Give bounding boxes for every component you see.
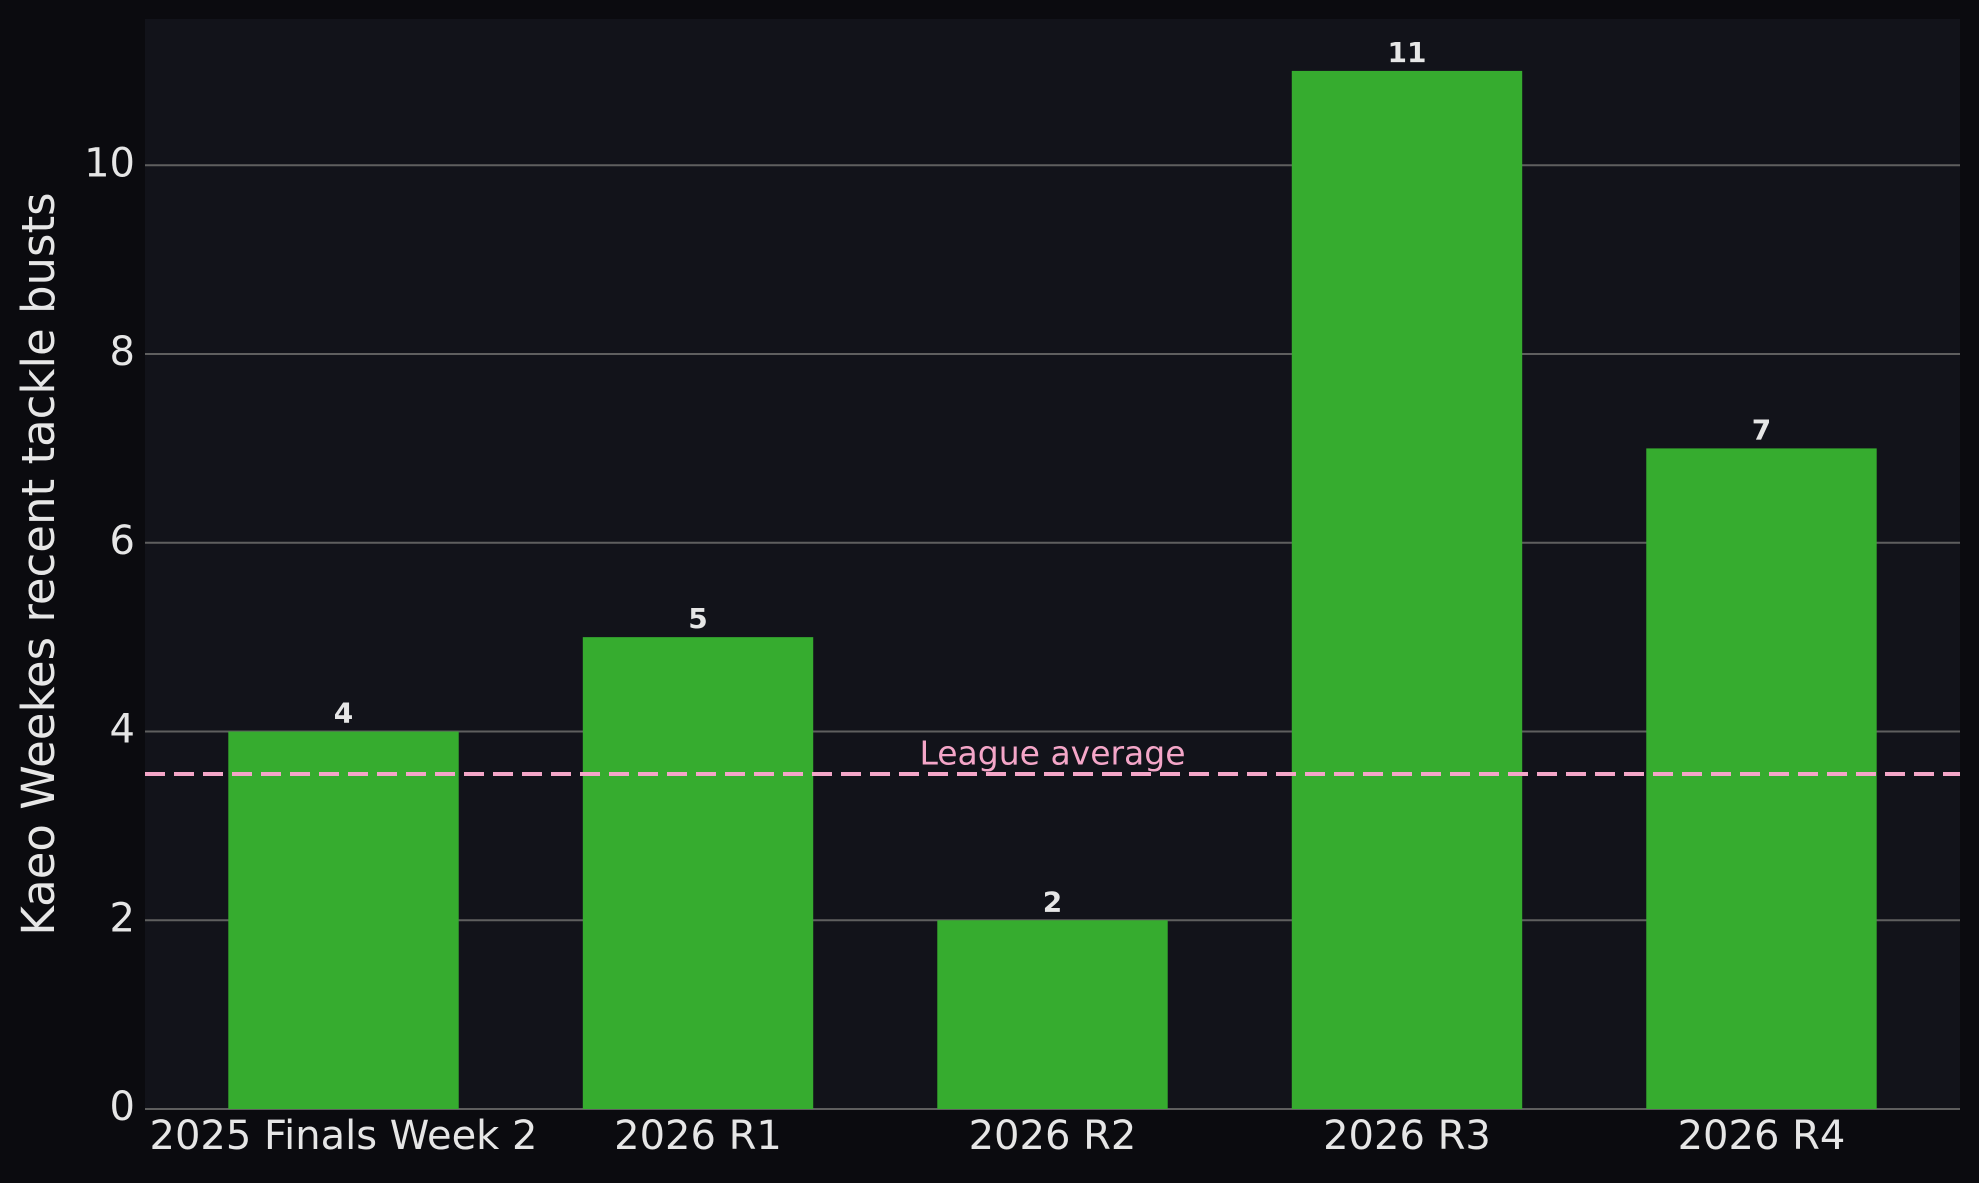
x-tick-label: 2026 R2: [969, 1113, 1137, 1159]
x-tick-label: 2026 R4: [1678, 1113, 1846, 1159]
x-tick-label: 2026 R1: [614, 1113, 782, 1159]
value-label: 7: [1752, 413, 1771, 446]
value-label: 11: [1388, 36, 1427, 69]
y-axis-label: Kaeo Weekes recent tackle busts: [12, 192, 65, 935]
bar: [1646, 448, 1877, 1110]
bar: [1291, 70, 1523, 1109]
x-tick-label: 2025 Finals Week 2: [150, 1113, 538, 1159]
bar: [582, 637, 814, 1109]
value-label: 2: [1043, 885, 1062, 918]
y-tick-label: 0: [110, 1084, 135, 1130]
y-tick-label: 4: [110, 707, 135, 753]
bar: [228, 731, 459, 1109]
value-label: 4: [334, 697, 353, 730]
reference-label: League average: [919, 733, 1185, 772]
y-tick-label: 10: [84, 140, 135, 186]
y-tick-label: 2: [110, 895, 135, 941]
value-label: 5: [688, 602, 707, 635]
y-tick-label: 8: [110, 329, 135, 375]
bar: [937, 920, 1168, 1109]
y-tick-label: 6: [110, 518, 135, 564]
x-tick-label: 2026 R3: [1323, 1113, 1491, 1159]
